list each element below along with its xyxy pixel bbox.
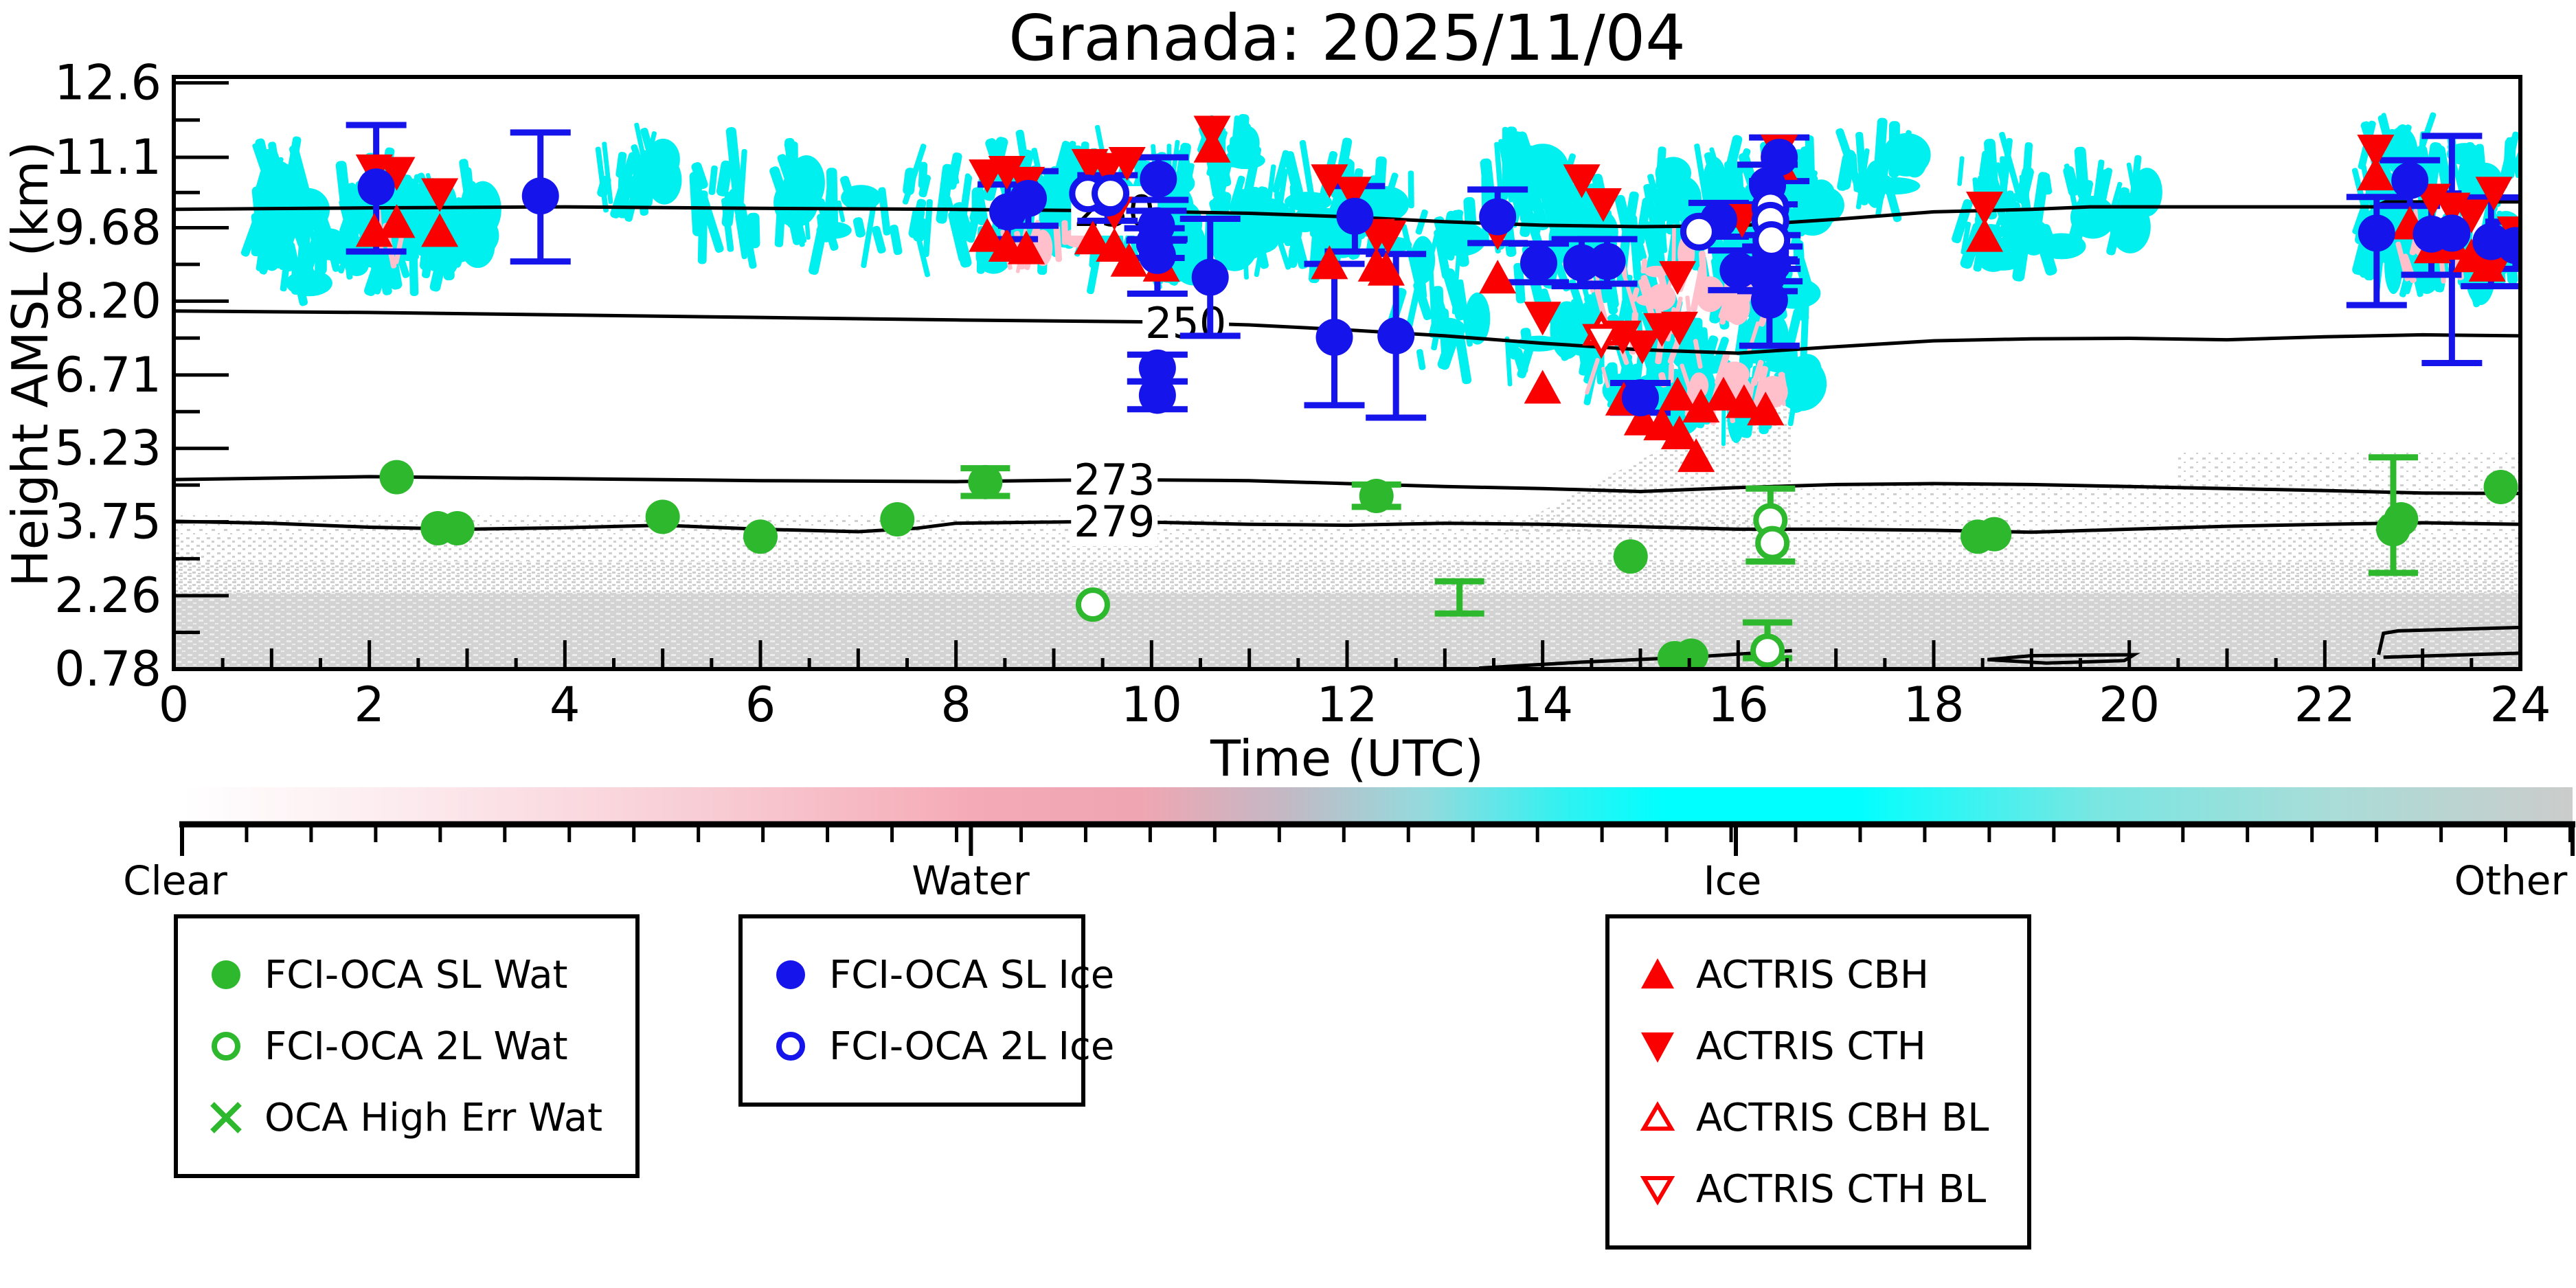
blue-filled-circle-icon (766, 950, 815, 999)
plot-content: 230250273279 (174, 112, 2520, 669)
isotherm-label-250: 250 (1145, 298, 1226, 348)
fci-oca-water-markers (379, 460, 2518, 669)
x-tick-label: 4 (550, 677, 580, 733)
legend-label: OCA High Err Wat (264, 1095, 603, 1140)
x-tick-label: 14 (1512, 677, 1573, 733)
x-tick-label: 16 (1708, 677, 1769, 733)
legend-item-fci-oca-2l-ice: FCI-OCA 2L Ice (766, 1010, 1114, 1082)
x-tick-label: 22 (2294, 677, 2355, 733)
legend-label: ACTRIS CBH (1696, 952, 1930, 997)
x-tick-label: 24 (2489, 677, 2551, 733)
legend-item-actris-cbh: ACTRIS CBH (1633, 939, 2004, 1010)
legend-item-oca-high-err-wat: OCA High Err Wat (201, 1082, 612, 1153)
legend-actris: ACTRIS CBH ACTRIS CTH ACTRIS CBH BL ACTR… (1605, 914, 2031, 1250)
legend-label: FCI-OCA SL Ice (829, 952, 1115, 997)
x-tick-label: 2 (354, 677, 385, 733)
legend-label: FCI-OCA 2L Wat (264, 1024, 568, 1069)
legend-label: FCI-OCA 2L Ice (829, 1024, 1115, 1069)
colorbar-label-water: Water (912, 857, 1030, 904)
isotherm-230 (174, 200, 2520, 229)
y-axis-label: Height AMSL (km) (1, 141, 59, 587)
y-tick-label: 6.71 (54, 347, 161, 403)
fci-oca-ice-markers (357, 138, 2520, 417)
legend-label: FCI-OCA SL Wat (264, 952, 568, 997)
green-x-icon (201, 1093, 251, 1142)
axes: 0 2 4 6 8 10 12 14 16 18 20 22 240.782.263.755.236.7… (54, 55, 2551, 733)
y-tick-label: 9.68 (54, 199, 161, 256)
legend-item-fci-oca-sl-wat: FCI-OCA SL Wat (201, 939, 612, 1010)
legend-item-actris-cbh-bl: ACTRIS CBH BL (1633, 1082, 2004, 1153)
red-triangle-up-icon (1633, 950, 1682, 999)
y-tick-label: 8.20 (54, 273, 161, 329)
x-tick-label: 20 (2099, 677, 2160, 733)
x-tick-label: 12 (1316, 677, 1377, 733)
x-tick-label: 8 (940, 677, 971, 733)
green-open-circle-icon (201, 1021, 251, 1071)
y-tick-label: 5.23 (54, 420, 161, 477)
x-axis-label: Time (UTC) (1210, 730, 1484, 787)
y-tick-label: 0.78 (54, 641, 161, 697)
isotherm-250 (174, 309, 2520, 355)
y-tick-label: 3.75 (54, 494, 161, 550)
blue-open-circle-icon (766, 1021, 815, 1071)
red-triangle-down-icon (1633, 1021, 1682, 1071)
legend-item-actris-cth-bl: ACTRIS CTH BL (1633, 1153, 2004, 1225)
legend-item-actris-cth: ACTRIS CTH (1633, 1010, 2004, 1082)
legend-ice: FCI-OCA SL Ice FCI-OCA 2L Ice (738, 914, 1114, 1107)
y-tick-label: 2.26 (54, 567, 161, 624)
y-tick-label: 11.1 (54, 129, 161, 185)
legend-item-fci-oca-sl-ice: FCI-OCA SL Ice (766, 939, 1114, 1010)
colorbar-label-ice: Ice (1703, 857, 1762, 904)
chart-title: Granada: 2025/11/04 (1008, 1, 1686, 75)
actris-markers (355, 115, 2520, 473)
green-filled-circle-icon (201, 950, 251, 999)
red-open-triangle-down-icon (1633, 1164, 1682, 1214)
x-tick-label: 6 (745, 677, 776, 733)
legend-label: ACTRIS CBH BL (1696, 1095, 1989, 1140)
isotherm-273 (174, 475, 2520, 495)
legend-item-fci-oca-2l-wat: FCI-OCA 2L Wat (201, 1010, 612, 1082)
x-tick-label: 18 (1903, 677, 1964, 733)
colorbar-label-other: Other (2454, 857, 2568, 904)
colorbar (179, 787, 2575, 856)
isotherm-279 (174, 519, 2520, 534)
y-tick-label: 12.6 (54, 55, 161, 111)
legend-water: FCI-OCA SL Wat FCI-OCA 2L Wat OCA High E… (174, 914, 640, 1178)
colorbar-label-clear: Clear (123, 857, 227, 904)
x-tick-label: 10 (1121, 677, 1182, 733)
x-tick-label: 0 (159, 677, 190, 733)
legend-label: ACTRIS CTH BL (1696, 1166, 1987, 1212)
isotherm-label-279: 279 (1074, 497, 1155, 547)
legend-label: ACTRIS CTH (1696, 1024, 1926, 1069)
red-open-triangle-up-icon (1633, 1093, 1682, 1142)
